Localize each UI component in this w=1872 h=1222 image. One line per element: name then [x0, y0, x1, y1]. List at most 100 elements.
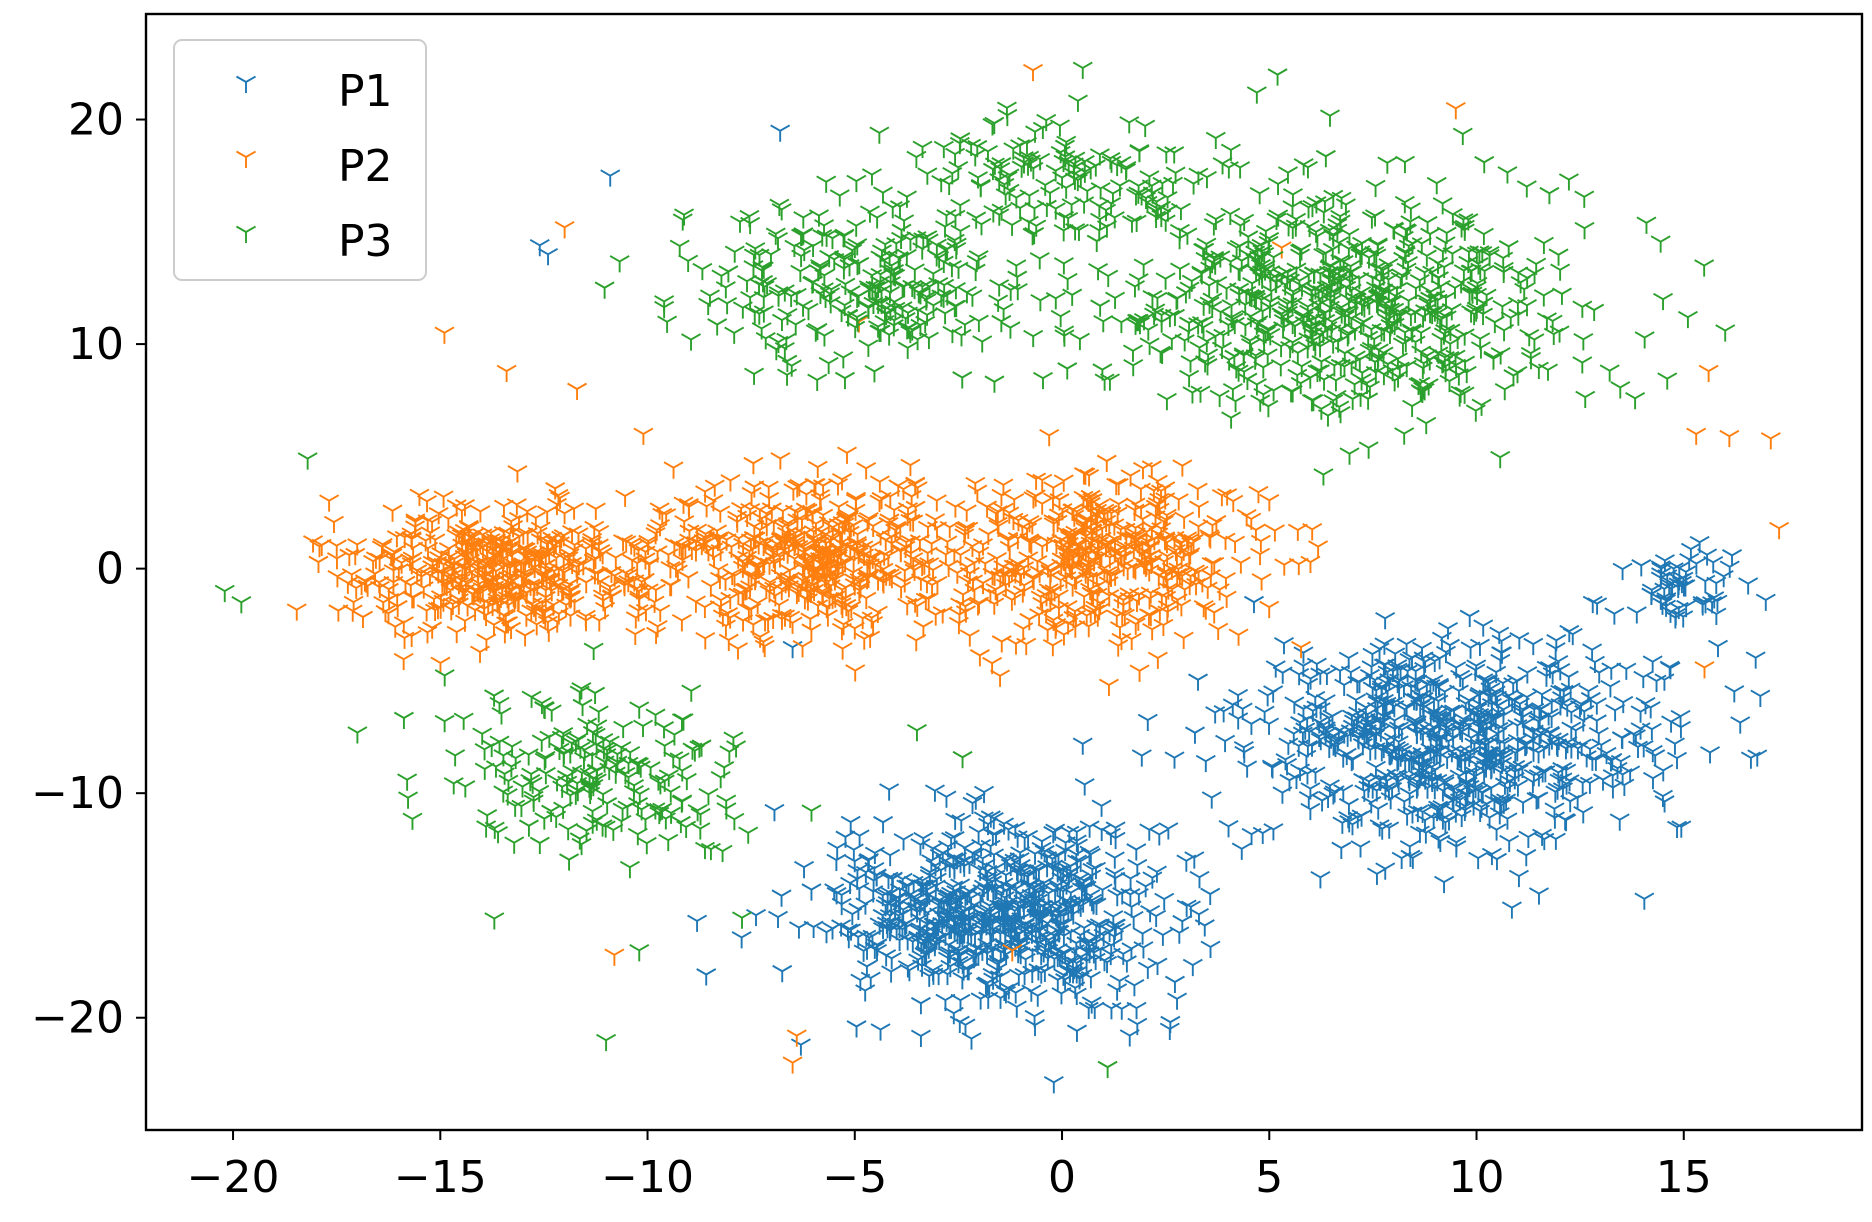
data-point-p1 — [1034, 964, 1055, 983]
data-point-p1 — [1158, 822, 1179, 840]
data-point-p3 — [1537, 363, 1558, 381]
data-point-p3 — [754, 280, 775, 298]
data-point-p3 — [1715, 324, 1736, 342]
data-point-p1 — [1031, 841, 1052, 860]
data-point-p2 — [1204, 606, 1225, 624]
data-point-p2 — [1225, 535, 1246, 553]
data-point-p3 — [873, 186, 894, 204]
data-point-p3 — [594, 281, 615, 299]
data-point-p1 — [1334, 678, 1355, 696]
data-point-p1 — [772, 964, 793, 983]
data-point-p2 — [663, 461, 684, 479]
data-point-p1 — [1544, 811, 1565, 829]
data-point-p2 — [1719, 429, 1740, 448]
data-point-p3 — [635, 813, 656, 831]
data-point-p2 — [1168, 493, 1189, 511]
data-point-p2 — [1208, 622, 1229, 641]
data-point-p3 — [1122, 344, 1143, 362]
data-point-p3 — [1416, 416, 1437, 435]
data-point-p1 — [1664, 737, 1685, 755]
data-point-p2 — [913, 620, 934, 638]
data-point-p1 — [1128, 888, 1149, 906]
data-point-p3 — [834, 228, 855, 246]
data-point-p1 — [991, 886, 1012, 904]
data-point-p3 — [445, 749, 466, 767]
data-point-p1 — [1103, 910, 1124, 928]
data-point-p1 — [1131, 749, 1152, 767]
data-point-p3 — [1235, 318, 1256, 337]
data-point-p2 — [807, 460, 828, 479]
data-point-p1 — [977, 882, 998, 901]
data-point-p1 — [1310, 871, 1331, 889]
data-point-p1 — [1234, 745, 1255, 764]
data-point-p1 — [1231, 842, 1252, 860]
data-point-p2 — [1174, 583, 1195, 601]
data-point-p2 — [845, 664, 866, 682]
data-point-p1 — [875, 899, 896, 917]
data-point-p1 — [1105, 918, 1126, 937]
data-point-p1 — [936, 790, 957, 808]
data-point-p1 — [1101, 1002, 1122, 1020]
data-point-p3 — [698, 787, 719, 806]
data-point-p1 — [998, 915, 1019, 933]
data-point-p3 — [1133, 258, 1154, 276]
data-point-p3 — [971, 217, 992, 236]
data-point-p1 — [856, 960, 877, 978]
data-point-p3 — [1135, 119, 1156, 137]
data-point-p3 — [897, 341, 918, 359]
data-point-p1 — [1200, 887, 1221, 906]
data-point-p2 — [715, 619, 736, 637]
data-point-p2 — [836, 446, 857, 464]
data-point-p1 — [1631, 559, 1652, 577]
data-point-p2 — [308, 555, 329, 574]
data-point-p3 — [629, 701, 650, 719]
data-point-p2 — [969, 596, 990, 614]
data-point-p1 — [826, 886, 847, 905]
data-point-p2 — [393, 652, 414, 671]
data-point-p1 — [837, 923, 858, 941]
data-point-p2 — [695, 632, 716, 650]
data-point-p3 — [1258, 399, 1279, 418]
data-point-p1 — [848, 930, 869, 949]
data-point-p1 — [1653, 764, 1674, 782]
data-point-p2 — [863, 616, 884, 634]
data-point-p3 — [807, 373, 828, 391]
data-point-p3 — [453, 712, 474, 730]
data-point-p2 — [817, 600, 838, 618]
data-point-p3 — [1426, 176, 1447, 195]
data-point-p1 — [846, 1020, 867, 1038]
data-point-p3 — [952, 371, 973, 389]
data-point-p3 — [1239, 334, 1260, 352]
data-point-p3 — [1319, 109, 1340, 127]
data-point-p3 — [1116, 161, 1137, 179]
data-point-p3 — [1195, 355, 1216, 373]
data-point-p1 — [746, 908, 767, 927]
data-point-p1 — [1241, 827, 1262, 846]
data-point-p1 — [1194, 919, 1215, 937]
data-point-p2 — [446, 625, 467, 644]
data-point-p1 — [1469, 638, 1490, 656]
data-point-p1 — [951, 814, 972, 832]
data-point-p3 — [1694, 259, 1715, 277]
data-point-p2 — [1106, 477, 1127, 496]
data-point-p2 — [1264, 524, 1285, 542]
data-point-p3 — [723, 731, 744, 749]
data-point-p1 — [1298, 677, 1319, 696]
data-point-p3 — [1053, 257, 1074, 275]
data-point-p1 — [1546, 633, 1567, 652]
data-point-p2 — [1098, 678, 1119, 696]
data-point-p3 — [1029, 252, 1050, 270]
data-point-p2 — [1274, 558, 1295, 576]
data-point-p3 — [710, 770, 731, 789]
data-point-p3 — [654, 721, 675, 739]
data-point-p1 — [880, 848, 901, 867]
data-point-p3 — [816, 175, 837, 193]
data-point-p1 — [1263, 823, 1284, 841]
data-point-p2 — [1108, 639, 1129, 657]
data-point-p1 — [1459, 609, 1480, 627]
data-point-p1 — [1586, 714, 1607, 732]
data-point-p2 — [991, 635, 1012, 653]
data-point-p1 — [1468, 851, 1489, 870]
data-point-p1 — [968, 825, 989, 843]
data-point-p2 — [1694, 661, 1715, 679]
